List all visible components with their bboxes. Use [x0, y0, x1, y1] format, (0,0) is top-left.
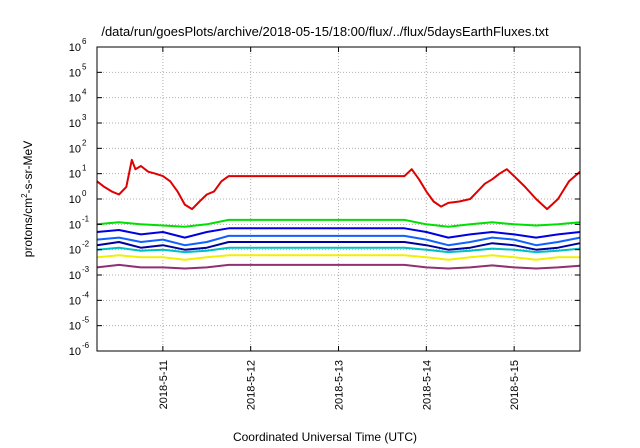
x-tick-label: 2018-5-12 [246, 360, 258, 410]
y-tick-label: 10 [69, 321, 81, 333]
x-tick-label: 2018-5-11 [158, 360, 170, 409]
y-tick-label-exp: 2 [82, 138, 87, 147]
y-axis: 10-610-510-410-310-210-11001011021031041… [69, 37, 580, 358]
y-axis-label-main: protons/cm [21, 198, 35, 257]
y-tick-label: 10 [69, 93, 81, 105]
y-tick-label-exp: -6 [82, 341, 90, 350]
series-line [96, 158, 581, 211]
y-axis-label-sup: 2 [20, 193, 29, 198]
y-tick-label-exp: 0 [82, 189, 87, 198]
x-tick-label: 2018-5-13 [334, 360, 346, 410]
y-tick-label-exp: -2 [82, 240, 90, 249]
series-line [96, 263, 581, 270]
y-tick-label: 10 [69, 143, 81, 155]
x-tick-label: 2018-5-15 [509, 360, 521, 410]
series-line [96, 254, 580, 261]
series-line [96, 246, 581, 254]
y-tick-label: 10 [69, 295, 81, 307]
y-tick-label-exp: -4 [82, 290, 90, 299]
series-group [96, 158, 581, 270]
y-axis-label: protons/cm2-s-sr-MeV [20, 141, 35, 257]
y-tick-label: 10 [69, 346, 81, 358]
y-tick-label-exp: 6 [82, 37, 87, 46]
y-tick-label: 10 [69, 245, 81, 257]
y-tick-label: 10 [69, 118, 81, 130]
chart-title: /data/run/goesPlots/archive/2018-05-15/1… [101, 24, 549, 39]
series-line [96, 241, 581, 251]
y-tick-label-exp: 1 [82, 164, 87, 173]
series-line [96, 218, 581, 228]
y-tick-label: 10 [69, 194, 81, 206]
y-tick-label-exp: -5 [82, 316, 90, 325]
grid [97, 46, 580, 352]
y-tick-label: 10 [69, 169, 81, 181]
x-axis: 2018-5-11 2018-5-12 2018-5-13 2018-5-14 2018… [158, 47, 521, 410]
y-tick-label-exp: -1 [82, 214, 90, 223]
y-tick-label: 10 [69, 270, 81, 282]
x-tick-label: 2018-5-14 [421, 360, 433, 410]
series-line [96, 227, 581, 239]
y-tick-label-exp: 3 [82, 113, 87, 122]
y-tick-label-exp: -3 [82, 265, 90, 274]
y-tick-label-exp: 4 [82, 88, 87, 97]
y-tick-label: 10 [69, 219, 81, 231]
y-tick-label: 10 [69, 67, 81, 79]
y-axis-label-rest: -s-sr-MeV [21, 141, 35, 194]
x-axis-label: Coordinated Universal Time (UTC) [233, 430, 417, 444]
y-tick-label: 10 [69, 42, 81, 54]
series-line [96, 234, 581, 247]
y-tick-label-exp: 5 [82, 62, 87, 71]
